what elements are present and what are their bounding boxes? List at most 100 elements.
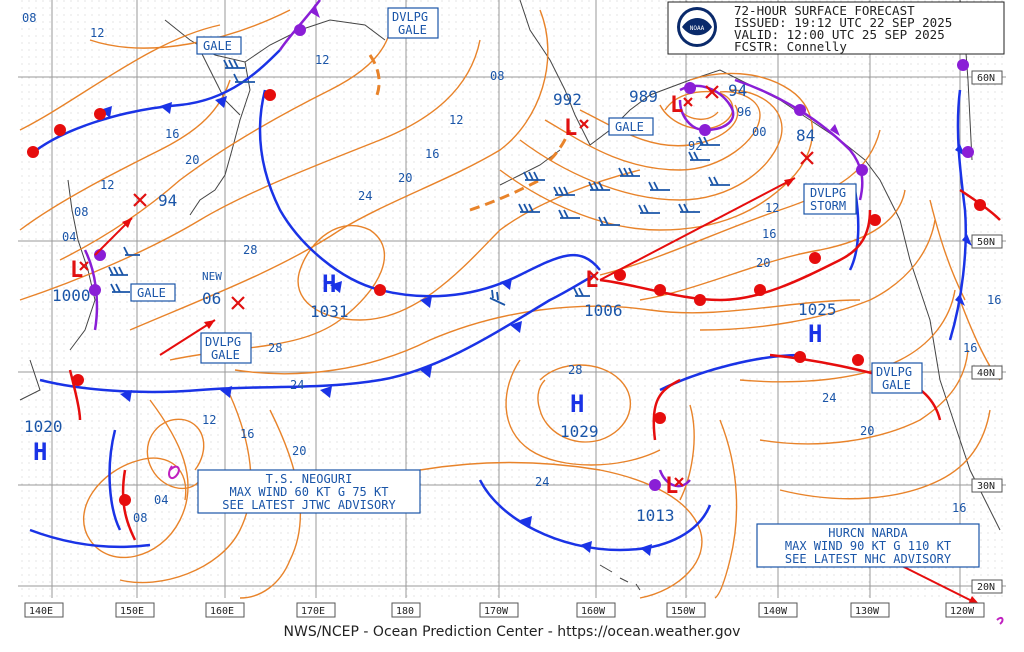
pressure-values: 1031 1025 1029 1020 1000 992 989 1006 10…	[24, 81, 837, 525]
pressure-992: 992	[553, 90, 582, 109]
hurricane-icon	[996, 616, 1004, 625]
svg-text:16: 16	[165, 127, 179, 141]
svg-text:20: 20	[185, 153, 199, 167]
low-symbol-1000: L	[70, 258, 83, 283]
pressure-1029: 1029	[560, 422, 599, 441]
svg-text:12: 12	[100, 178, 114, 192]
center-value-94-alaska: 94	[728, 81, 747, 100]
warm-front-bumps	[27, 89, 986, 506]
warning-dvlpg-top: DVLPG	[392, 10, 428, 24]
svg-text:180: 180	[396, 606, 414, 617]
cold-front-barbs	[100, 96, 972, 556]
high-symbol-1025: H	[808, 320, 822, 348]
svg-text:160E: 160E	[210, 606, 234, 617]
svg-text:150E: 150E	[120, 606, 144, 617]
pressure-1031: 1031	[310, 302, 349, 321]
occluded-symbols	[89, 4, 974, 491]
header-title: 72-HOUR SURFACE FORECAST	[734, 3, 915, 18]
coastlines	[19, 0, 1001, 591]
pressure-1000: 1000	[52, 286, 91, 305]
high-symbol-1029: H	[570, 390, 584, 418]
svg-text:04: 04	[154, 493, 168, 507]
svg-text:20: 20	[860, 424, 874, 438]
neoguri-title: T.S. NEOGURI	[266, 472, 353, 486]
svg-text:16: 16	[425, 147, 439, 161]
low-symbol-989: L	[670, 93, 683, 118]
pressure-1013: 1013	[636, 506, 675, 525]
svg-text:08: 08	[490, 69, 504, 83]
narda-title: HURCN NARDA	[828, 526, 908, 540]
svg-text:16: 16	[240, 427, 254, 441]
svg-text:150W: 150W	[671, 606, 696, 617]
storm-advisories: T.S. NEOGURI MAX WIND 60 KT G 75 KT SEE …	[197, 469, 980, 568]
svg-text:SEE LATEST NHC ADVISORY: SEE LATEST NHC ADVISORY	[785, 552, 952, 566]
header-forecaster: FCSTR: Connelly	[734, 39, 847, 54]
isobars	[19, 9, 1001, 599]
wind-barbs	[108, 59, 730, 306]
low-symbol-1013: L	[665, 474, 678, 499]
svg-text:28: 28	[243, 243, 257, 257]
svg-text:16: 16	[987, 293, 1001, 307]
svg-text:SEE LATEST JTWC ADVISORY: SEE LATEST JTWC ADVISORY	[222, 498, 396, 512]
footer-credit: NWS/NCEP - Ocean Prediction Center - htt…	[283, 624, 741, 640]
svg-text:28: 28	[268, 341, 282, 355]
svg-text:20N: 20N	[977, 582, 995, 593]
svg-text:20: 20	[398, 171, 412, 185]
svg-text:170W: 170W	[484, 606, 509, 617]
low-symbol-1006: L	[585, 268, 598, 293]
svg-text:12: 12	[449, 113, 463, 127]
lat-lon-grid	[18, 0, 1006, 598]
svg-text:130W: 130W	[855, 606, 880, 617]
svg-text:30N: 30N	[977, 481, 995, 492]
svg-text:140W: 140W	[763, 606, 788, 617]
high-symbol-1020: H	[33, 438, 47, 466]
svg-text:16: 16	[762, 227, 776, 241]
warning-dvlpg-west: DVLPG	[205, 335, 241, 349]
svg-text:GALE: GALE	[882, 378, 911, 392]
warning-gale-nw: GALE	[203, 39, 232, 53]
tropical-cyclone-icons	[168, 465, 1004, 625]
warning-dvlpg-east: DVLPG	[876, 365, 912, 379]
warning-gale-west: GALE	[137, 286, 166, 300]
low-symbol-992: L	[564, 116, 577, 141]
svg-text:16: 16	[952, 501, 966, 515]
svg-text:20: 20	[292, 444, 306, 458]
svg-text:170E: 170E	[301, 606, 325, 617]
low-symbols: L L L L L	[70, 93, 683, 499]
pressure-1006: 1006	[584, 301, 623, 320]
svg-text:20: 20	[756, 256, 770, 270]
center-x-marks	[79, 85, 814, 487]
new-label: NEW	[202, 270, 222, 283]
svg-text:24: 24	[358, 189, 372, 203]
svg-text:08: 08	[22, 11, 36, 25]
typhoon-icon	[168, 465, 180, 480]
svg-text:16: 16	[963, 341, 977, 355]
center-value-94-west: 94	[158, 191, 177, 210]
svg-text:12: 12	[90, 26, 104, 40]
warning-gale-alaska: GALE	[615, 120, 644, 134]
svg-text:12: 12	[765, 201, 779, 215]
svg-text:08: 08	[74, 205, 88, 219]
svg-text:40N: 40N	[977, 368, 995, 379]
svg-text:04: 04	[62, 230, 76, 244]
svg-text:24: 24	[822, 391, 836, 405]
pressure-1020: 1020	[24, 417, 63, 436]
troughs	[368, 54, 572, 212]
pressure-989: 989	[629, 87, 658, 106]
warning-boxes: GALE DVLPG GALE GALE DVLPG GALE GALE DVL…	[130, 7, 923, 394]
high-symbol-1031: H	[322, 270, 336, 298]
svg-text:140E: 140E	[29, 606, 53, 617]
latitude-labels: 60N 50N 40N 30N 20N	[971, 70, 1003, 594]
svg-text:NOAA: NOAA	[690, 25, 705, 32]
svg-text:GALE: GALE	[398, 23, 427, 37]
svg-text:50N: 50N	[977, 237, 995, 248]
svg-text:STORM: STORM	[810, 199, 846, 213]
svg-text:12: 12	[202, 413, 216, 427]
svg-text:08: 08	[133, 511, 147, 525]
svg-text:00: 00	[752, 125, 766, 139]
svg-text:MAX WIND 60 KT G 75 KT: MAX WIND 60 KT G 75 KT	[230, 485, 389, 499]
svg-text:GALE: GALE	[211, 348, 240, 362]
svg-text:92: 92	[688, 139, 702, 153]
svg-text:28: 28	[568, 363, 582, 377]
